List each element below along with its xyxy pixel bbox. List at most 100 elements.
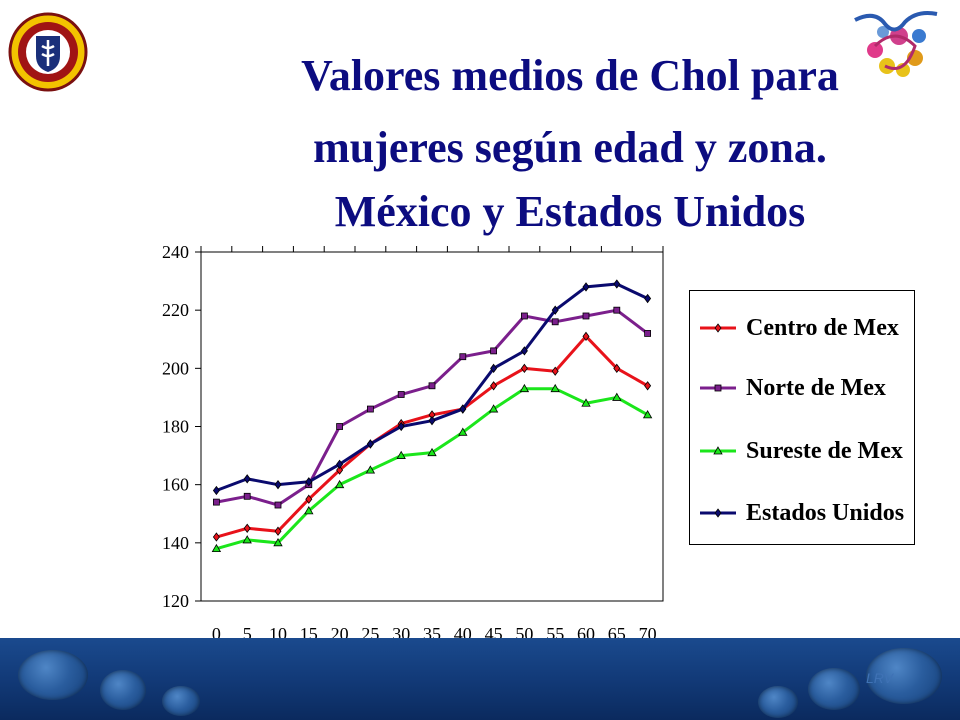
data-point (397, 421, 405, 432)
data-point (396, 450, 406, 459)
legend-swatch-eeuu (700, 508, 736, 518)
decorative-bubble (758, 686, 798, 718)
legend-swatch-centro (700, 323, 736, 333)
legend-swatch-marker (714, 508, 722, 518)
data-point (243, 474, 251, 484)
data-point (551, 318, 559, 326)
data-point (243, 492, 251, 500)
series-lines (211, 279, 653, 553)
legend-swatch-marker (713, 446, 723, 455)
legend-item-norte: Norte de Mex (698, 373, 886, 403)
data-point (243, 523, 251, 533)
data-point (304, 506, 314, 515)
legend-swatch-marker (714, 323, 722, 333)
data-point (428, 416, 436, 426)
decorative-bubble (808, 668, 860, 710)
x-tick-label: 5 (243, 624, 252, 644)
data-point (581, 398, 591, 407)
data-point (551, 305, 559, 315)
series-2 (211, 383, 653, 553)
data-point (305, 494, 313, 504)
data-point (334, 479, 345, 489)
legend-item-eeuu: Estados Unidos (698, 498, 904, 528)
plot-area (200, 251, 664, 602)
data-point (212, 532, 220, 542)
data-point (273, 538, 283, 547)
author-signature: LRV (866, 670, 893, 686)
y-tick-label: 120 (162, 591, 189, 611)
data-point (613, 363, 621, 374)
medical-emblem-logo (845, 6, 945, 86)
series-3 (212, 279, 652, 496)
legend-label-sureste: Sureste de Mex (746, 437, 903, 464)
y-tick-labels: 120 140 160 180 200 220 240 (162, 242, 189, 611)
data-point (428, 382, 436, 390)
legend-label-centro: Centro de Mex (746, 314, 899, 341)
y-tick-label: 220 (162, 300, 189, 320)
data-point (459, 353, 467, 361)
data-point (459, 404, 467, 414)
chart-axes (195, 246, 664, 602)
data-point (550, 383, 560, 393)
data-point (490, 363, 498, 374)
footer-bar (0, 638, 960, 720)
data-point (336, 423, 344, 430)
data-point (274, 526, 282, 536)
legend-item-centro: Centro de Mex (698, 313, 899, 343)
data-point (336, 465, 344, 475)
y-tick-label: 160 (162, 475, 189, 495)
data-point (242, 535, 252, 544)
data-point (211, 543, 222, 553)
data-point (336, 459, 344, 469)
data-point (613, 306, 621, 314)
data-point (644, 381, 652, 391)
data-point (274, 479, 282, 490)
data-point (397, 391, 405, 398)
x-tick-label: 0 (212, 624, 221, 644)
decorative-bubble (866, 648, 942, 704)
university-seal-logo (8, 12, 88, 92)
data-point (644, 293, 652, 304)
data-point (212, 485, 220, 496)
y-tick-label: 240 (162, 242, 189, 262)
chart-legend: Centro de Mex Norte de Mex Sureste de Me… (689, 290, 915, 545)
legend-swatch-sureste (700, 446, 736, 455)
data-point (366, 405, 374, 413)
data-point (613, 279, 621, 289)
data-point (520, 346, 528, 356)
data-point (582, 331, 590, 342)
data-point (366, 439, 374, 449)
data-point (519, 383, 530, 393)
slide-title-line-2: mujeres según edad y zona. (313, 123, 827, 172)
data-point (274, 501, 282, 509)
legend-label-norte: Norte de Mex (746, 374, 886, 401)
data-point (582, 282, 590, 292)
data-point (520, 363, 528, 374)
slide-title-line-1: Valores medios de Chol para (301, 51, 839, 100)
data-point (427, 447, 437, 457)
data-point (365, 465, 376, 474)
decorative-bubble (100, 670, 146, 710)
data-point (551, 366, 559, 376)
y-tick-label: 180 (162, 417, 189, 437)
legend-label-eeuu: Estados Unidos (746, 499, 905, 526)
data-point (612, 392, 622, 401)
data-point (642, 410, 653, 419)
legend-swatch-marker (714, 384, 722, 392)
y-tick-label: 140 (162, 533, 189, 553)
slide-title-line-3: México y Estados Unidos (334, 187, 806, 236)
data-point (644, 330, 651, 337)
data-point (305, 477, 313, 487)
data-point (490, 347, 498, 355)
data-point (521, 312, 528, 320)
data-point (582, 312, 590, 320)
data-point (488, 404, 499, 413)
data-point (212, 498, 220, 506)
legend-swatch-norte (700, 384, 736, 392)
y-tick-label: 200 (162, 358, 189, 378)
data-point (490, 381, 498, 391)
decorative-bubble (18, 650, 88, 700)
data-point (458, 427, 468, 436)
